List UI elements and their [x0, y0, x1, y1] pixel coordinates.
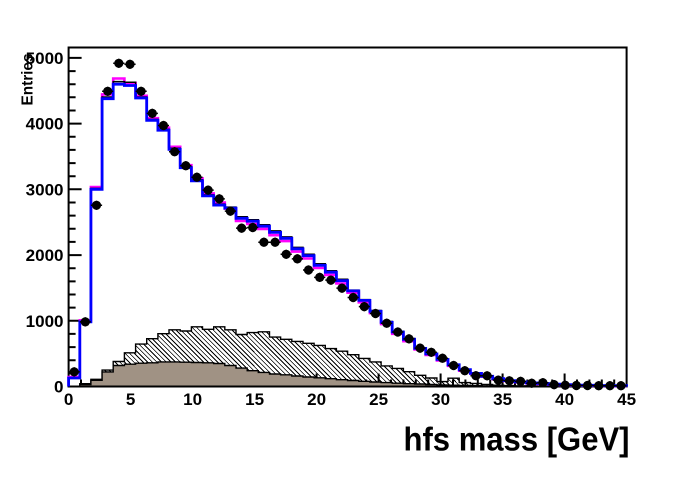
svg-text:45: 45 — [617, 390, 636, 409]
svg-text:15: 15 — [245, 390, 264, 409]
svg-text:5000: 5000 — [26, 49, 64, 68]
svg-text:1000: 1000 — [26, 312, 64, 331]
svg-text:35: 35 — [493, 390, 512, 409]
svg-text:5: 5 — [126, 390, 135, 409]
svg-text:30: 30 — [431, 390, 450, 409]
svg-text:40: 40 — [555, 390, 574, 409]
svg-text:25: 25 — [369, 390, 388, 409]
svg-text:hfs mass [GeV]: hfs mass [GeV] — [404, 421, 630, 458]
svg-text:0: 0 — [64, 390, 73, 409]
svg-text:20: 20 — [307, 390, 326, 409]
svg-text:4000: 4000 — [26, 115, 64, 134]
svg-text:0: 0 — [54, 378, 63, 397]
svg-text:2000: 2000 — [26, 246, 64, 265]
svg-text:10: 10 — [183, 390, 202, 409]
svg-text:3000: 3000 — [26, 180, 64, 199]
svg-text:Entries: Entries — [20, 53, 37, 105]
